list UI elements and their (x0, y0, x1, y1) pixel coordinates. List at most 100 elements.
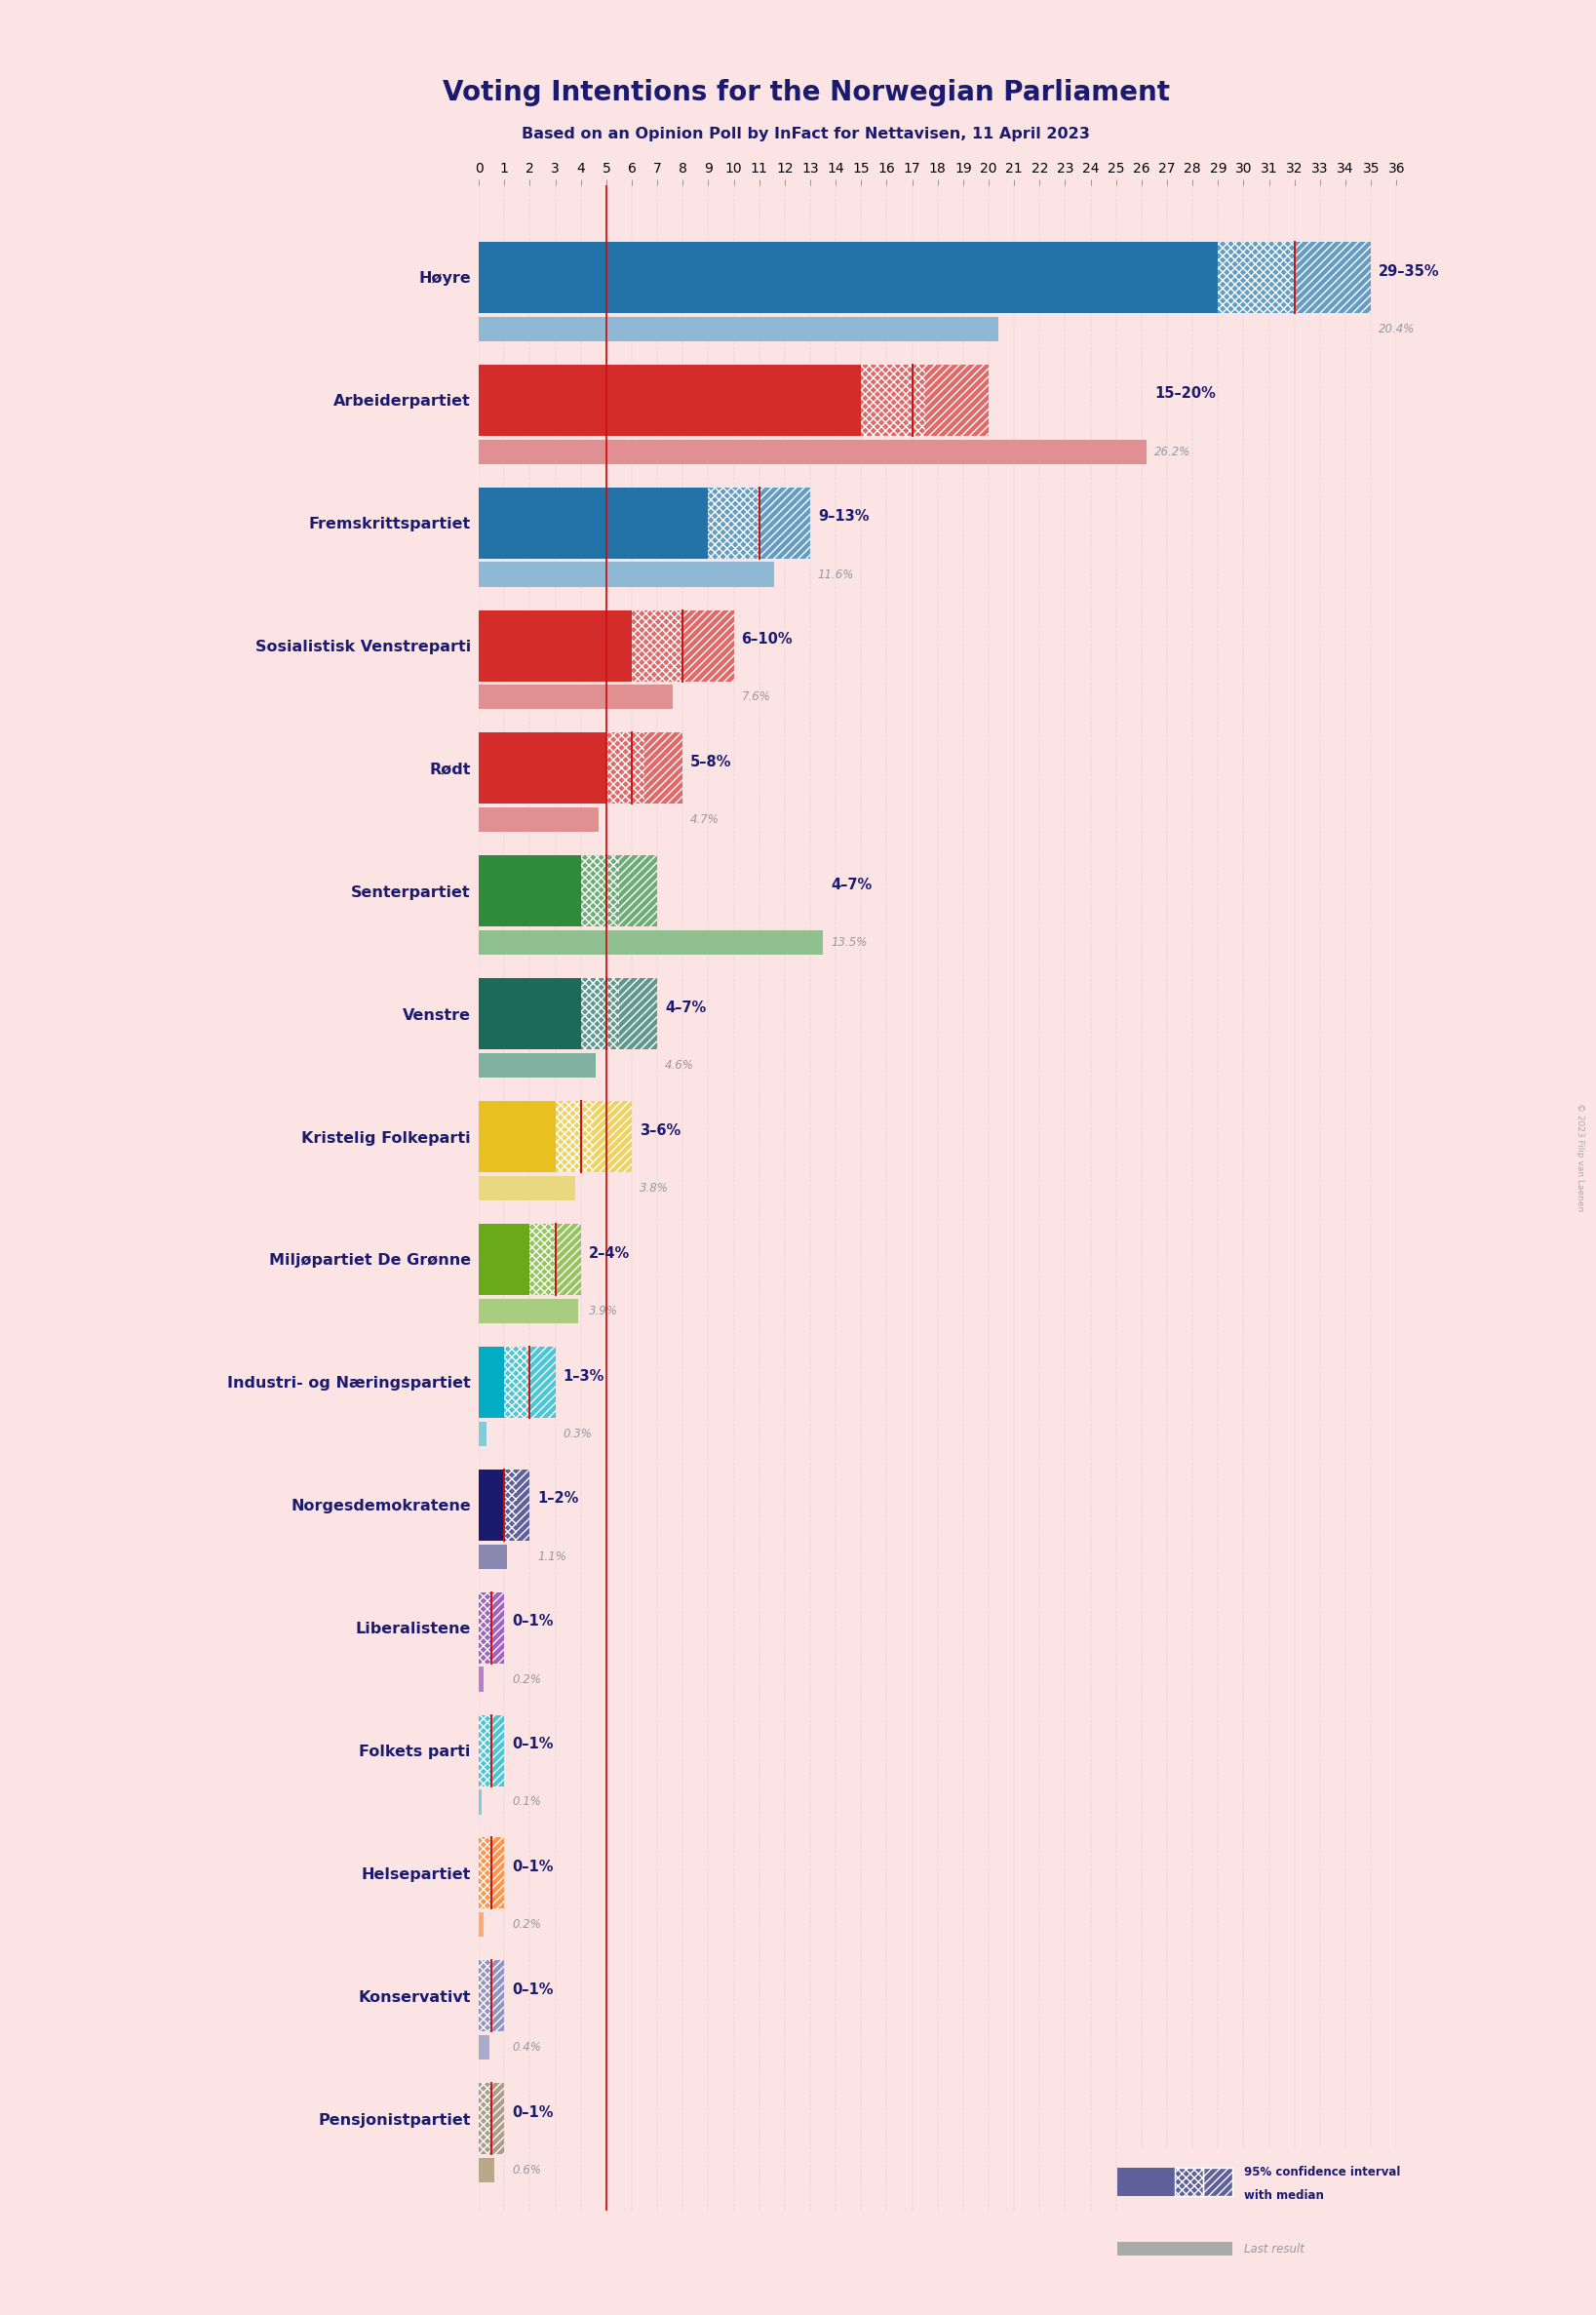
Bar (1218, 241, 1371, 313)
Bar (479, 1789, 482, 1815)
Bar (530, 1225, 581, 1294)
Bar (479, 1961, 492, 2033)
Bar (479, 317, 999, 340)
Bar (504, 1470, 517, 1539)
Text: with median: with median (1243, 2190, 1323, 2202)
Bar (1203, 2167, 1232, 2197)
Bar (479, 486, 709, 558)
Text: 0–1%: 0–1% (512, 2104, 554, 2121)
Text: 3.9%: 3.9% (589, 1306, 618, 1317)
Bar (479, 1593, 504, 1662)
Bar (1175, 2167, 1203, 2197)
Bar (504, 1470, 530, 1539)
Bar (479, 363, 862, 435)
Text: 0–1%: 0–1% (512, 1982, 554, 1998)
Bar (555, 1225, 581, 1294)
Bar (606, 734, 645, 803)
Bar (479, 734, 606, 803)
Bar (760, 486, 811, 558)
Text: 1.1%: 1.1% (538, 1551, 567, 1563)
Bar (479, 1838, 504, 1910)
Bar (479, 1715, 492, 1787)
Text: 0–1%: 0–1% (512, 1736, 554, 1752)
Bar (581, 857, 619, 926)
Text: 0.6%: 0.6% (512, 2165, 541, 2176)
Bar (479, 1838, 492, 1910)
Bar (479, 931, 824, 954)
Bar (1218, 241, 1294, 313)
Text: 13.5%: 13.5% (830, 935, 867, 949)
Bar (479, 857, 581, 926)
Bar (504, 1347, 555, 1417)
Text: 29–35%: 29–35% (1379, 264, 1440, 278)
Bar (479, 979, 581, 1049)
Bar (581, 979, 619, 1049)
Bar (581, 857, 658, 926)
Bar (492, 1961, 504, 2033)
Bar (926, 363, 988, 435)
Bar (479, 1667, 484, 1692)
Text: 1–3%: 1–3% (563, 1368, 605, 1384)
Bar (479, 1053, 595, 1079)
Text: 5–8%: 5–8% (691, 755, 733, 769)
Bar (555, 1102, 632, 1171)
Text: Voting Intentions for the Norwegian Parliament: Voting Intentions for the Norwegian Parl… (442, 79, 1170, 106)
Bar (517, 1470, 530, 1539)
Bar (479, 2158, 495, 2183)
Text: 1–2%: 1–2% (538, 1491, 579, 1507)
Bar (479, 1838, 504, 1910)
Bar (1117, 2167, 1232, 2197)
Bar (479, 2035, 488, 2060)
Bar (862, 363, 926, 435)
Bar (479, 1912, 484, 1938)
Bar (632, 609, 734, 681)
Bar (555, 1102, 632, 1171)
Bar (632, 609, 683, 681)
Bar (606, 734, 683, 803)
Bar (619, 979, 658, 1049)
Bar (555, 1102, 594, 1171)
Bar (581, 979, 658, 1049)
Bar (479, 1225, 530, 1294)
Text: 7.6%: 7.6% (742, 690, 771, 704)
Text: 2–4%: 2–4% (589, 1245, 629, 1262)
Text: 0.4%: 0.4% (512, 2042, 541, 2053)
Bar (862, 363, 988, 435)
Bar (479, 440, 1146, 463)
Bar (479, 2084, 504, 2155)
Bar (479, 808, 598, 831)
Bar (479, 1544, 508, 1570)
Text: 0.1%: 0.1% (512, 1796, 541, 1808)
Text: 6–10%: 6–10% (742, 632, 793, 646)
Bar (581, 979, 658, 1049)
Bar (645, 734, 683, 803)
Bar (479, 1593, 504, 1662)
Bar (492, 1715, 504, 1787)
Text: 4–7%: 4–7% (666, 1000, 705, 1014)
Bar (479, 241, 1218, 313)
Bar (1117, 2167, 1175, 2197)
Bar (1203, 2167, 1232, 2197)
Bar (479, 1715, 504, 1787)
Bar (479, 685, 672, 708)
Text: 0–1%: 0–1% (512, 1614, 554, 1630)
Text: 3–6%: 3–6% (640, 1123, 680, 1137)
Bar (709, 486, 811, 558)
Text: 0–1%: 0–1% (512, 1859, 554, 1875)
Bar (1117, 2243, 1232, 2255)
Bar (862, 363, 988, 435)
Bar (504, 1470, 530, 1539)
Bar (709, 486, 811, 558)
Text: 15–20%: 15–20% (1154, 387, 1216, 400)
Bar (619, 857, 658, 926)
Text: 0.2%: 0.2% (512, 1674, 541, 1685)
Bar (479, 1593, 492, 1662)
Bar (479, 1961, 504, 2033)
Bar (492, 2084, 504, 2155)
Text: 4.7%: 4.7% (691, 813, 720, 826)
Text: 0.2%: 0.2% (512, 1919, 541, 1931)
Text: 95% confidence interval: 95% confidence interval (1243, 2165, 1400, 2178)
Text: 9–13%: 9–13% (817, 509, 870, 523)
Bar (709, 486, 760, 558)
Text: Last result: Last result (1243, 2243, 1304, 2255)
